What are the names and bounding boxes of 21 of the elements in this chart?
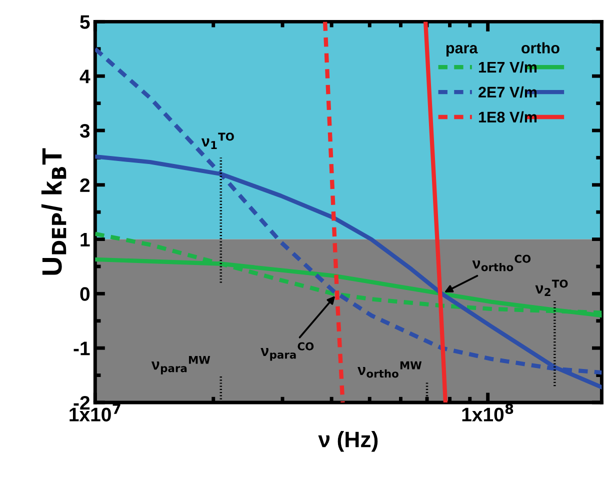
legend-label: 1E8 V/m: [478, 111, 537, 123]
annotation: ortho: [522, 42, 560, 54]
y-tick-label: 1: [80, 232, 90, 246]
annotation: ν$_{1}$$^{TO}$: [201, 132, 234, 149]
annotation: para: [446, 45, 478, 56]
legend-label: 1E7 V/m: [478, 61, 537, 73]
legend-label: 2E7 V/m: [478, 86, 537, 98]
annotation: ν$_{para}$$^{CO}$: [260, 342, 314, 361]
y-tick-label: 0: [80, 287, 90, 301]
y-tick-label: 2: [80, 178, 90, 192]
x-axis-title: ν (Hz): [318, 431, 378, 452]
y-axis-title: U$_{DEP}$/ k$_{B}$T: [41, 148, 66, 275]
y-tick-label: -1: [74, 342, 90, 356]
annotation: ν$_{ortho}$$^{MW}$: [358, 361, 422, 378]
annotation: ν$_{ortho}$$^{CO}$: [472, 254, 531, 272]
annotation: ν$_{2}$$^{TO}$: [535, 280, 568, 296]
annotation: ν$_{para}$$^{MW}$: [151, 356, 210, 374]
x-tick-label: 1x10$^{8}$: [462, 404, 514, 422]
y-tick-label: 5: [80, 15, 90, 29]
y-tick-label: 4: [80, 70, 90, 84]
y-tick-label: 3: [80, 124, 90, 138]
